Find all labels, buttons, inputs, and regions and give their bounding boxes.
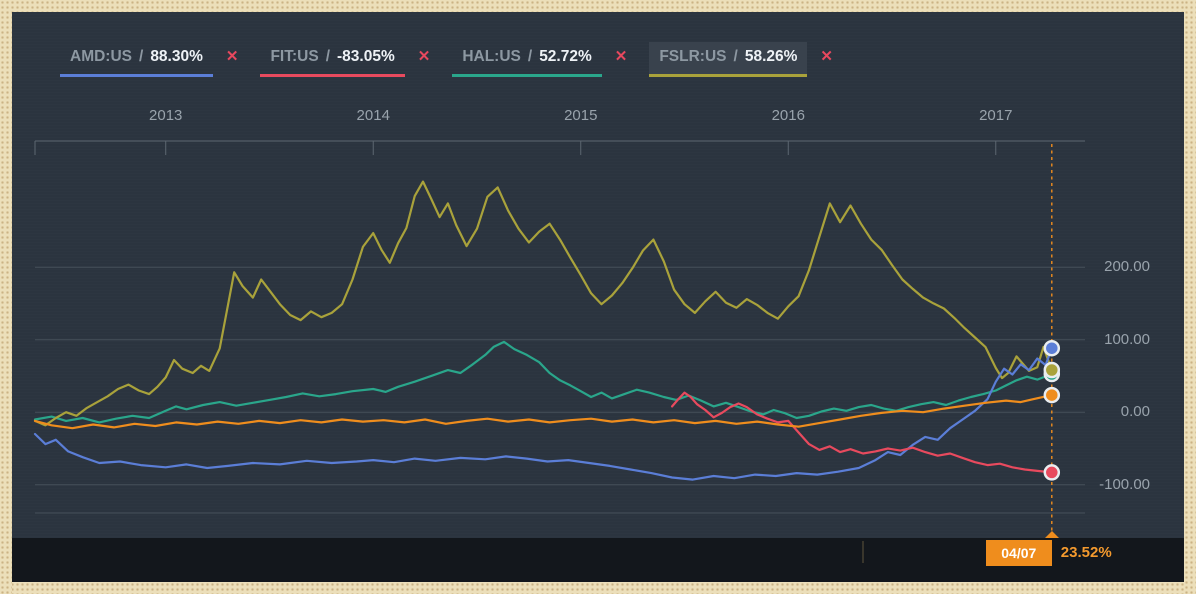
legend-item-fslr: FSLR:US / 58.26% ✕ [649, 42, 833, 77]
series-line-fslr-us[interactable] [33, 180, 1053, 427]
series-end-marker-fit-us [1043, 464, 1061, 481]
legend-chip-amd[interactable]: AMD:US / 88.30% [60, 42, 213, 77]
crosshair-value-label: 23.52% [1060, 544, 1112, 561]
legend-separator: / [527, 48, 533, 65]
legend-value: -83.05% [337, 48, 395, 65]
legend-ticker: AMD:US [70, 48, 132, 65]
series-end-marker-fslr-us [1043, 361, 1061, 379]
legend-ticker: HAL:US [462, 48, 521, 65]
crosshair-date-badge: 04/07 [985, 540, 1052, 566]
legend-separator: / [733, 48, 738, 65]
x-axis-label: 2016 [771, 107, 805, 124]
legend-separator: / [139, 48, 144, 65]
legend-separator: / [325, 48, 330, 65]
bottom-bar-tick [862, 541, 864, 563]
legend-chip-fit[interactable]: FIT:US / -83.05% [260, 42, 405, 77]
legend: AMD:US / 88.30% ✕ FIT:US / -83.05% ✕ HAL… [60, 42, 833, 77]
legend-value: 88.30% [150, 48, 203, 65]
y-axis-label: 200.00 [1104, 258, 1150, 276]
close-icon[interactable]: ✕ [417, 48, 431, 65]
series-end-marker-amd-us [1043, 339, 1061, 357]
y-axis-label: 100.00 [1104, 330, 1150, 348]
legend-ticker: FIT:US [270, 48, 319, 65]
x-axis-label: 2014 [356, 107, 390, 124]
legend-ticker: FSLR:US [659, 48, 727, 65]
series-line-benchmark[interactable] [33, 394, 1053, 430]
legend-item-amd: AMD:US / 88.30% ✕ [60, 42, 238, 77]
close-icon[interactable]: ✕ [614, 48, 628, 65]
x-axis-label: 2015 [564, 107, 598, 124]
x-axis-label: 2013 [149, 107, 183, 124]
crosshair-tooltip-arrow-icon [1044, 531, 1059, 538]
close-icon[interactable]: ✕ [225, 48, 239, 65]
legend-value: 58.26% [744, 48, 798, 65]
bottom-bar: 04/07 23.52% [12, 531, 1184, 582]
decorative-border-right [1184, 0, 1196, 594]
decorative-border-top [0, 0, 1196, 12]
decorative-border-bottom [0, 582, 1196, 594]
series-line-fit-us[interactable] [671, 391, 1053, 474]
series-line-amd-us[interactable] [33, 347, 1053, 481]
legend-item-hal: HAL:US / 52.72% ✕ [452, 42, 627, 77]
legend-chip-hal[interactable]: HAL:US / 52.72% [452, 42, 602, 77]
x-axis-label: 2017 [979, 107, 1013, 124]
series-end-marker-benchmark [1043, 386, 1061, 404]
legend-chip-fslr[interactable]: FSLR:US / 58.26% [649, 42, 808, 77]
y-axis-label: 0.00 [1120, 403, 1150, 421]
legend-value: 52.72% [539, 48, 592, 65]
y-axis-label: -100.00 [1099, 475, 1150, 493]
close-icon[interactable]: ✕ [820, 48, 833, 65]
decorative-border-left [0, 0, 12, 594]
legend-item-fit: FIT:US / -83.05% ✕ [260, 42, 430, 77]
